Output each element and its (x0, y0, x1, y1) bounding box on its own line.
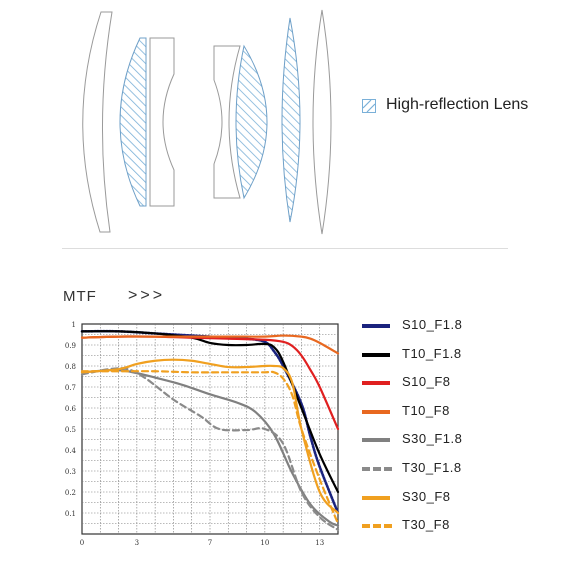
legend-label: T30_F8 (402, 517, 450, 533)
y-tick-label: 0.4 (65, 447, 77, 455)
y-tick-label: 1 (72, 321, 76, 329)
series-line-t30-f8 (80, 370, 340, 525)
y-tick-label: 0.5 (65, 426, 76, 434)
legend-swatch (362, 381, 390, 386)
legend-label: S30_F8 (402, 488, 451, 504)
mtf-section-title: MTF (63, 288, 97, 305)
chart-series (80, 329, 340, 531)
x-tick-label: 7 (208, 539, 212, 547)
legend-item: T30_F1.8 (362, 460, 572, 483)
lens-element-5 (235, 44, 268, 200)
legend-swatch (362, 495, 390, 500)
chart-axes: 0.10.20.30.40.50.60.70.80.910 3 7 10 13 (65, 321, 324, 547)
series-line-t10-f8 (80, 334, 340, 355)
legend-item: S30_F8 (362, 488, 572, 512)
legend-label: S10_F8 (402, 374, 451, 390)
legend-item: S10_F8 (362, 374, 572, 397)
legend-swatch (362, 409, 390, 414)
legend-swatch (362, 352, 390, 357)
legend-label: S30_F1.8 (402, 431, 463, 447)
legend-label: T10_F1.8 (402, 345, 462, 361)
legend-swatch (362, 438, 390, 443)
x-tick-label: 10 (260, 539, 269, 547)
x-tick-label: 3 (135, 539, 139, 547)
legend-item: T10_F8 (362, 402, 572, 426)
series-line-t30-f1-8 (80, 367, 340, 531)
lens-element-1 (82, 11, 113, 233)
legend-swatch (362, 324, 390, 328)
y-tick-label: 0.6 (65, 405, 77, 413)
legend-label: S10_F1.8 (402, 317, 463, 332)
legend-item: S10_F1.8 (362, 317, 572, 340)
lens-legend-label: High-reflection Lens (386, 96, 529, 113)
lens-element-4 (213, 45, 241, 199)
lens-element-6 (281, 17, 301, 223)
lens-diagram (82, 9, 332, 235)
legend-item: T30_F8 (362, 517, 572, 540)
y-tick-label: 0.8 (65, 363, 76, 371)
mtf-arrows: >>> (128, 287, 166, 304)
chart-grid (81, 323, 339, 535)
lens-element-7 (312, 9, 332, 235)
x-tick-label: 0 (80, 539, 84, 547)
lens-element-3 (149, 37, 175, 207)
series-line-t10-f1-8 (80, 330, 340, 494)
y-tick-label: 0.1 (65, 510, 76, 518)
legend-item: T10_F1.8 (362, 345, 572, 369)
legend-label: T10_F8 (402, 402, 450, 418)
y-tick-label: 0.3 (65, 468, 76, 476)
y-tick-label: 0.7 (65, 384, 76, 392)
legend-swatch (362, 467, 392, 471)
y-tick-label: 0.2 (65, 489, 76, 497)
x-tick-label: 13 (315, 539, 324, 547)
series-line-s30-f8 (80, 358, 340, 515)
mtf-chart: 0.10.20.30.40.50.60.70.80.910 3 7 10 13 (65, 321, 340, 547)
legend-item: S30_F1.8 (362, 431, 572, 454)
legend-swatch (362, 524, 392, 529)
section-divider (62, 248, 508, 249)
lens-element-2 (119, 37, 147, 207)
legend-label: T30_F1.8 (402, 460, 462, 475)
hatched-lens-swatch-icon (362, 99, 376, 113)
y-tick-label: 0.9 (65, 342, 76, 350)
